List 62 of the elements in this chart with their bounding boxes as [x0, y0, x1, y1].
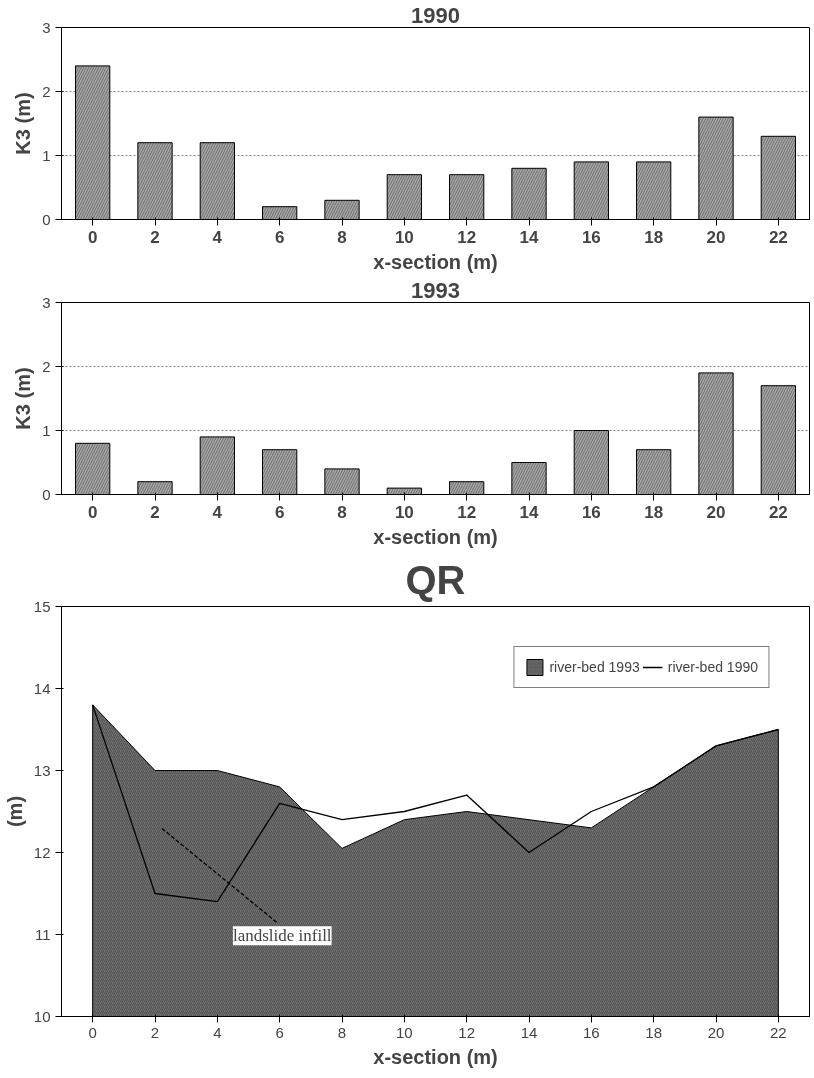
y-tick-label: 0 — [42, 485, 51, 503]
x-tick-label: 14 — [519, 502, 539, 522]
y-tick-label: 2 — [42, 357, 51, 375]
annotation: landslide infill — [232, 926, 332, 946]
x-tick-label: 14 — [520, 1023, 538, 1041]
y-tick-label: 0 — [42, 210, 51, 228]
x-tick-label: 0 — [87, 502, 98, 522]
x-tick-label: 6 — [275, 1023, 284, 1041]
x-tick-label: 20 — [707, 1023, 725, 1041]
y-tick-label: 11 — [34, 925, 51, 943]
x-tick-label: 22 — [768, 502, 788, 522]
x-tick-label: 4 — [213, 1023, 222, 1041]
x-tick-label: 12 — [457, 227, 477, 247]
y-tick-label: 1 — [42, 421, 51, 439]
x-tick-label: 16 — [582, 1023, 600, 1041]
y-tick-label: 13 — [33, 761, 51, 779]
y-axis-title: K3 (m) — [12, 367, 35, 430]
x-tick-label: 8 — [337, 227, 347, 247]
x-tick-label: 22 — [768, 227, 788, 247]
x-tick-label: 6 — [274, 227, 285, 247]
x-tick-label: 16 — [581, 227, 601, 247]
legend-label: river-bed 1990 — [667, 659, 758, 675]
x-tick-label: 10 — [395, 1023, 413, 1041]
chart-title: QR — [405, 557, 466, 602]
x-tick-label: 2 — [150, 1023, 160, 1041]
x-tick-label: 12 — [457, 502, 477, 522]
x-tick-label: 0 — [87, 227, 98, 247]
x-tick-label: 18 — [644, 502, 664, 522]
x-tick-label: 4 — [212, 227, 223, 247]
x-tick-label: 8 — [337, 502, 347, 522]
x-tick-label: 16 — [581, 502, 601, 522]
x-tick-label: 10 — [394, 502, 414, 522]
y-tick-label: 14 — [33, 679, 51, 697]
x-tick-label: 20 — [706, 502, 726, 522]
y-tick-label: 2 — [42, 82, 51, 100]
x-tick-label: 0 — [88, 1023, 97, 1041]
x-tick-label: 14 — [519, 227, 539, 247]
chart-title: 1993 — [411, 277, 460, 303]
y-tick-label: 3 — [42, 18, 51, 36]
x-tick-label: 6 — [274, 502, 285, 522]
x-axis-title: x-section (m) — [373, 525, 498, 548]
x-tick-label: 22 — [769, 1023, 787, 1041]
x-axis-title: x-section (m) — [373, 1045, 498, 1068]
chart-title: 1990 — [411, 2, 460, 28]
x-tick-label: 2 — [150, 502, 160, 522]
x-tick-label: 10 — [394, 227, 414, 247]
y-tick-label: 3 — [42, 293, 51, 311]
y-axis-title: K3 (m) — [12, 92, 35, 155]
x-tick-label: 2 — [150, 227, 160, 247]
y-axis-title: (m) — [3, 795, 26, 828]
x-tick-label: 18 — [644, 227, 664, 247]
x-tick-label: 4 — [212, 502, 223, 522]
y-tick-label: 1 — [42, 146, 51, 164]
x-tick-label: 20 — [706, 227, 726, 247]
y-tick-label: 15 — [33, 597, 51, 615]
x-tick-label: 18 — [645, 1023, 663, 1041]
legend-label: river-bed 1993 — [549, 659, 640, 675]
y-tick-label: 12 — [33, 843, 51, 861]
x-axis-title: x-section (m) — [373, 250, 498, 273]
x-tick-label: 8 — [337, 1023, 347, 1041]
x-tick-label: 12 — [458, 1023, 476, 1041]
y-tick-label: 10 — [33, 1007, 51, 1025]
